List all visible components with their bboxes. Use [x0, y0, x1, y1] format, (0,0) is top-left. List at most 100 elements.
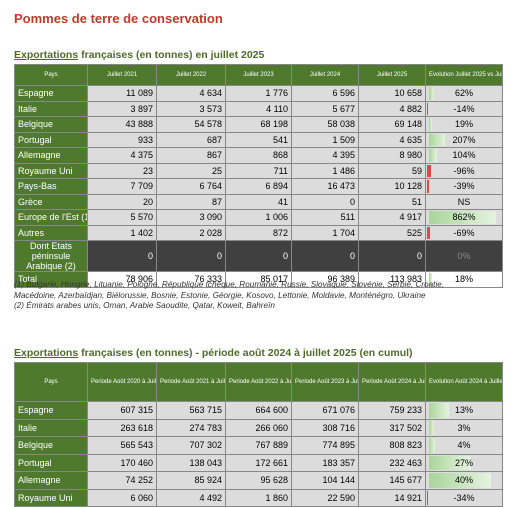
evolution-cell: 4%	[425, 436, 503, 455]
table-cell: 69 148	[358, 116, 426, 133]
column-header-country: Pays	[14, 362, 88, 402]
table-cell: 78 906	[87, 271, 157, 288]
row-label: Italie	[14, 418, 88, 437]
footnotes: (1) Bulgarie, Hongrie, Lituanie, Pologne…	[14, 280, 444, 312]
evolution-bar	[429, 273, 433, 286]
table-cell: 3 573	[156, 100, 226, 117]
table-cell: 767 889	[225, 436, 292, 455]
table-cell: 232 463	[358, 453, 426, 472]
column-header: Evolution Juillet 2025 vs Juillet 2024	[425, 64, 503, 86]
evolution-cell: 13%	[425, 401, 503, 420]
table-row: Total 78 906 76 333 85 017 96 389 113 983 18%	[14, 271, 503, 288]
evolution-bar	[429, 455, 471, 470]
table-cell: 8 980	[358, 147, 426, 164]
table-row: Italie 263 618 274 783 266 060 308 716 317 50…	[14, 418, 503, 437]
evolution-bar	[429, 473, 492, 488]
column-header-country: Pays	[14, 64, 88, 86]
column-header: Juillet 2021	[87, 64, 157, 86]
table-cell: 4 395	[291, 147, 359, 164]
table-cell: 54 578	[156, 116, 226, 133]
evolution-value: 18%	[454, 274, 473, 285]
table-cell: 774 895	[291, 436, 359, 455]
evolution-cell: -69%	[425, 224, 503, 241]
table-cell: 68 198	[225, 116, 292, 133]
table-cell: 59	[358, 162, 426, 179]
table-cell: 1 704	[291, 224, 359, 241]
table-cell: 808 823	[358, 436, 426, 455]
evolution-bar	[426, 102, 429, 115]
evolution-bar	[426, 164, 432, 177]
evolution-bar	[429, 118, 433, 131]
table-cell: 707 302	[156, 436, 226, 455]
row-label: Espagne	[14, 401, 88, 420]
page-title: Pommes de terre de conservation	[14, 11, 223, 26]
evolution-bar	[426, 180, 429, 193]
table-row: Portugal 170 460 138 043 172 661 183 357 232 …	[14, 453, 503, 472]
table-cell: 1 402	[87, 224, 157, 241]
evolution-cell: 62%	[425, 85, 503, 102]
table-cell: 933	[87, 131, 157, 148]
table-row: Espagne 607 315 563 715 664 600 671 076 759 2…	[14, 401, 503, 420]
row-label: Allemagne	[14, 147, 88, 164]
column-header: Periode Août 2021 à Juillet 2022	[156, 362, 226, 402]
table-cell: 11 089	[87, 85, 157, 102]
row-label: Allemagne	[14, 471, 88, 490]
evolution-cell: -39%	[425, 178, 503, 195]
table-cell: 867	[156, 147, 226, 164]
table-cell: 0	[291, 240, 359, 272]
table-cell: 0	[225, 240, 292, 272]
table-cell: 138 043	[156, 453, 226, 472]
table-cell: 58 038	[291, 116, 359, 133]
table-cell: 5 570	[87, 209, 157, 226]
footnote-line: Macédoine, Azerbaïdjan, Biélorussie, Bos…	[14, 290, 426, 300]
table-cell: 4 110	[225, 100, 292, 117]
table-row: Royaume Uni 23 25 711 1 486 59 -96%	[14, 162, 503, 179]
table-cell: 308 716	[291, 418, 359, 437]
table-cell: 10 128	[358, 178, 426, 195]
table-cell: 511	[291, 209, 359, 226]
section-title-cumulative: Exportations françaises (en tonnes) - pé…	[14, 347, 413, 359]
table-row: Italie 3 897 3 573 4 110 5 677 4 882 -14%	[14, 100, 503, 117]
table-cell: 16 473	[291, 178, 359, 195]
table-row: Portugal 933 687 541 1 509 4 635 207%	[14, 131, 503, 148]
table-cell: 0	[156, 240, 226, 272]
table-cell: 6 596	[291, 85, 359, 102]
evolution-cell: 19%	[425, 116, 503, 133]
table-cell: 20	[87, 193, 157, 210]
evolution-value: 19%	[454, 119, 473, 130]
row-label: Portugal	[14, 131, 88, 148]
table-cell: 4 917	[358, 209, 426, 226]
evolution-bar	[429, 87, 434, 100]
evolution-cell: 207%	[425, 131, 503, 148]
row-label: Autres	[14, 224, 88, 241]
table-cell: 759 233	[358, 401, 426, 420]
row-label: Royaume Uni	[14, 162, 88, 179]
section-title-keyword: Exportations	[14, 347, 79, 359]
table-cell: 96 389	[291, 271, 359, 288]
footnote-line: (2) Émirats arabes unis, Oman, Arabie Sa…	[14, 301, 275, 310]
table-cell: 41	[225, 193, 292, 210]
table-cell: 74 252	[87, 471, 157, 490]
column-header: Periode Août 2023 à Juillet 2024	[291, 362, 359, 402]
evolution-value: 13%	[454, 405, 473, 416]
table-cell: 317 502	[358, 418, 426, 437]
table-row: Grèce 20 87 41 0 51 NS	[14, 193, 503, 210]
table-cell: 170 460	[87, 453, 157, 472]
table-cell: 43 888	[87, 116, 157, 133]
evolution-bar	[429, 211, 496, 224]
row-label: Italie	[14, 100, 88, 117]
table-cell: 25	[156, 162, 226, 179]
evolution-value: 27%	[454, 457, 473, 468]
evolution-bar	[426, 226, 430, 239]
table-row: Autres 1 402 2 028 872 1 704 525 -69%	[14, 224, 503, 241]
row-label: Belgique	[14, 436, 88, 455]
table-row: Pays-Bas 7 709 6 764 6 894 16 473 10 128 -39%	[14, 178, 503, 195]
exports-july-table: Pays Juillet 2021 Juillet 2022 Juillet 2023…	[14, 64, 503, 288]
evolution-cell: 104%	[425, 147, 503, 164]
table-row: Espagne 11 089 4 634 1 776 6 596 10 658 62%	[14, 85, 503, 102]
table-cell: 183 357	[291, 453, 359, 472]
table-cell: 868	[225, 147, 292, 164]
evolution-bar	[429, 403, 450, 418]
table-cell: 563 715	[156, 401, 226, 420]
evolution-cell: 862%	[425, 209, 503, 226]
